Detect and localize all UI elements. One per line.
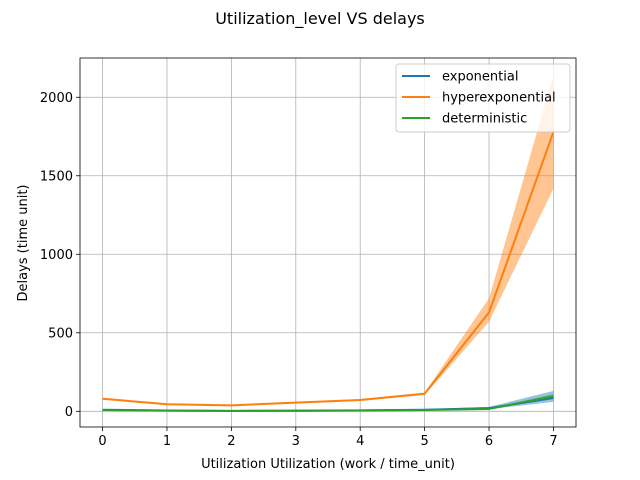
x-axis-title: Utilization Utilization (work / time_uni… — [201, 457, 455, 472]
chart-title: Utilization_level VS delays — [215, 9, 425, 29]
plot-frame — [79, 57, 577, 428]
axis-ticks: 0 1 2 3 4 5 6 7 0 500 1000 1500 2000 — [40, 91, 558, 449]
series-line-hyperexponential — [102, 131, 555, 407]
series-line-deterministic — [102, 395, 554, 412]
legend: exponential hyperexponential deterministic — [395, 63, 571, 133]
x-tick-label-7: 7 — [549, 434, 557, 449]
y-tick-label-4: 2000 — [40, 91, 73, 106]
x-tick-label-6: 6 — [485, 434, 493, 449]
series-lines — [102, 131, 555, 412]
y-tick-label-0: 0 — [65, 405, 73, 420]
legend-box — [395, 63, 571, 133]
x-tick-label-1: 1 — [163, 434, 171, 449]
y-tick-label-3: 1500 — [40, 169, 73, 184]
legend-label-deterministic: deterministic — [442, 112, 527, 127]
x-tick-label-2: 2 — [227, 434, 235, 449]
x-tick-label-4: 4 — [356, 434, 364, 449]
y-tick-label-1: 500 — [48, 326, 73, 341]
x-tick-label-5: 5 — [420, 434, 428, 449]
legend-label-exponential: exponential — [442, 70, 518, 85]
x-tick-label-3: 3 — [292, 434, 300, 449]
legend-label-hyperexponential: hyperexponential — [442, 91, 556, 106]
y-axis-title: Delays (time unit) — [16, 184, 31, 301]
y-tick-label-2: 1000 — [40, 248, 73, 263]
x-tick-label-0: 0 — [98, 434, 106, 449]
